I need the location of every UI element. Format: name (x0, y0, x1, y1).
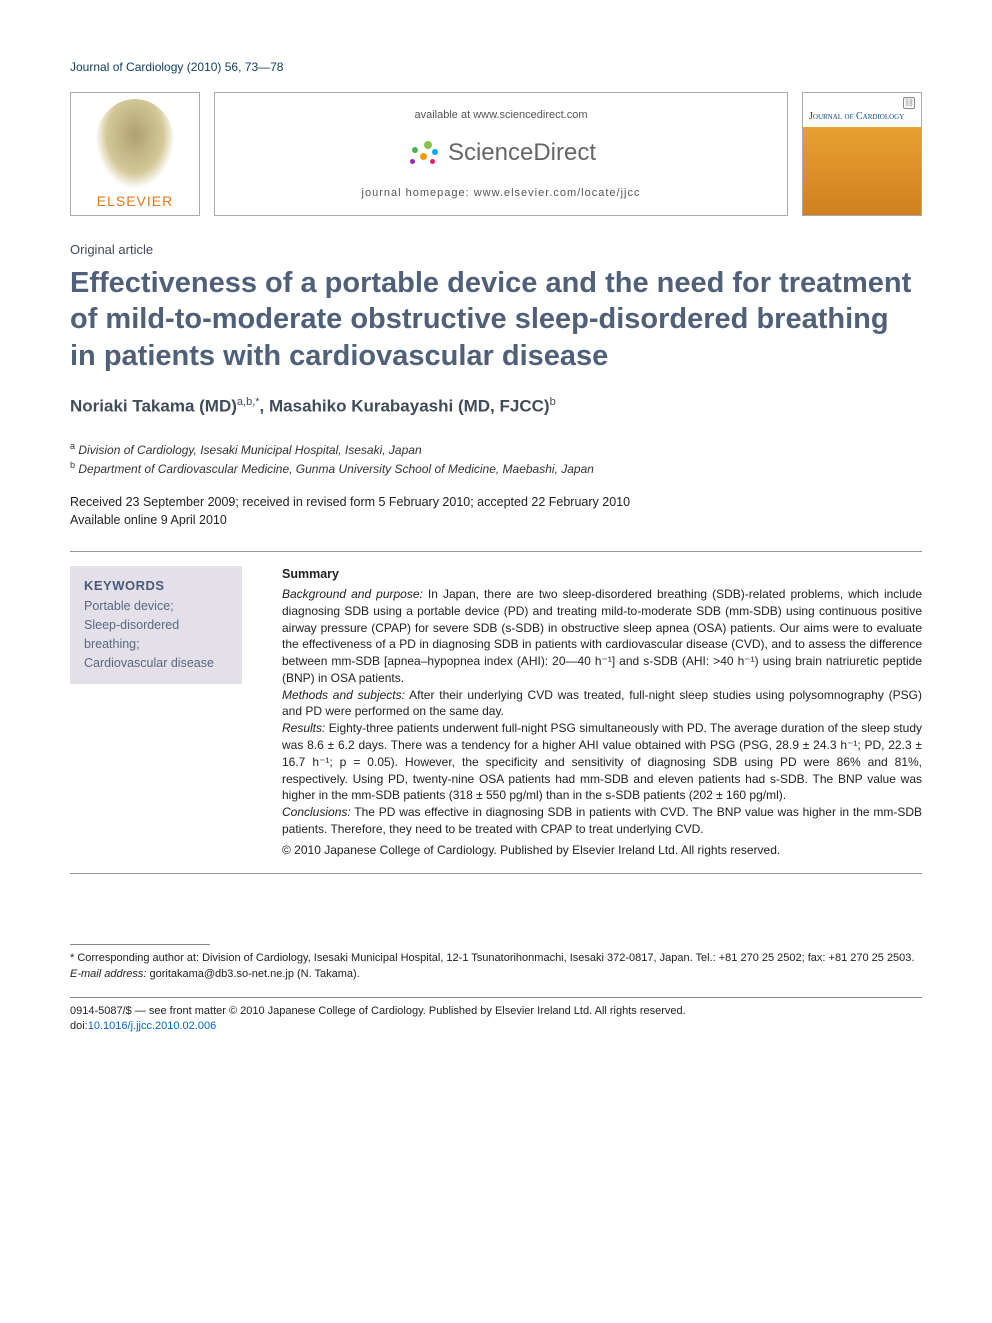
affiliations: a Division of Cardiology, Isesaki Munici… (70, 440, 922, 478)
available-at-line: available at www.sciencedirect.com (414, 109, 587, 121)
elsevier-logo-block: ELSEVIER (70, 92, 200, 216)
conclusions-text: The PD was effective in diagnosing SDB i… (282, 805, 922, 836)
affiliation-a: a Division of Cardiology, Isesaki Munici… (70, 440, 922, 459)
sciencedirect-block: available at www.sciencedirect.com Scien… (214, 92, 788, 216)
summary-heading: Summary (282, 566, 922, 584)
journal-cover-thumb: ⛓ Journal of Cardiology (802, 92, 922, 216)
summary-results: Results: Eighty-three patients underwent… (282, 720, 922, 804)
footnote-separator (70, 944, 210, 945)
cover-link-icon: ⛓ (903, 97, 915, 109)
methods-label: Methods and subjects: (282, 688, 405, 702)
affil-sup-a: a (70, 441, 75, 451)
summary-background: Background and purpose: In Japan, there … (282, 586, 922, 687)
summary-column: Summary Background and purpose: In Japan… (242, 566, 922, 858)
footer-separator (70, 997, 922, 998)
cover-title: Journal of Cardiology (809, 111, 915, 122)
issn-line: 0914-5087/$ — see front matter © 2010 Ja… (70, 1004, 922, 1019)
email-attrib: (N. Takama). (294, 968, 360, 980)
received-line: Received 23 September 2009; received in … (70, 494, 922, 512)
email-value: goritakama@db3.so-net.ne.jp (146, 968, 294, 980)
article-title: Effectiveness of a portable device and t… (70, 265, 922, 374)
author-1-name: Noriaki Takama (MD) (70, 396, 237, 415)
doi-line: doi:10.1016/j.jjcc.2010.02.006 (70, 1019, 922, 1034)
abstract-container: KEYWORDS Portable device; Sleep-disorder… (70, 551, 922, 873)
corresponding-author-note: * Corresponding author at: Division of C… (70, 951, 922, 967)
sciencedirect-text: ScienceDirect (448, 139, 596, 167)
available-online-line: Available online 9 April 2010 (70, 512, 922, 530)
corr-text: Corresponding author at: Division of Car… (74, 952, 914, 964)
footnotes: * Corresponding author at: Division of C… (70, 951, 922, 983)
keywords-box: KEYWORDS Portable device; Sleep-disorder… (70, 566, 242, 684)
article-type: Original article (70, 242, 922, 257)
conclusions-label: Conclusions: (282, 805, 351, 819)
author-1-affil-sup: a,b,* (237, 396, 260, 408)
summary-methods: Methods and subjects: After their underl… (282, 687, 922, 721)
affiliation-b: b Department of Cardiovascular Medicine,… (70, 459, 922, 478)
affil-text-a: Division of Cardiology, Isesaki Municipa… (78, 443, 421, 457)
affil-text-b: Department of Cardiovascular Medicine, G… (78, 462, 594, 476)
keywords-heading: KEYWORDS (84, 578, 228, 593)
footer-meta: 0914-5087/$ — see front matter © 2010 Ja… (70, 1004, 922, 1035)
elsevier-label: ELSEVIER (97, 193, 173, 209)
author-sep: , (260, 396, 269, 415)
email-line: E-mail address: goritakama@db3.so-net.ne… (70, 967, 922, 983)
doi-label: doi: (70, 1020, 88, 1032)
running-header: Journal of Cardiology (2010) 56, 73—78 (70, 60, 922, 74)
background-label: Background and purpose: (282, 587, 423, 601)
summary-conclusions: Conclusions: The PD was effective in dia… (282, 804, 922, 838)
author-2-name: Masahiko Kurabayashi (MD, FJCC) (269, 396, 550, 415)
sciencedirect-logo: ScienceDirect (406, 139, 596, 167)
author-2-affil-sup: b (550, 396, 556, 408)
results-label: Results: (282, 721, 325, 735)
elsevier-tree-icon (95, 99, 175, 189)
keywords-list: Portable device; Sleep-disordered breath… (84, 597, 228, 672)
article-dates: Received 23 September 2009; received in … (70, 494, 922, 529)
doi-value[interactable]: 10.1016/j.jjcc.2010.02.006 (88, 1020, 216, 1032)
affil-sup-b: b (70, 460, 75, 470)
authors-line: Noriaki Takama (MD)a,b,*, Masahiko Kurab… (70, 396, 922, 417)
journal-homepage-line: journal homepage: www.elsevier.com/locat… (362, 187, 641, 199)
sciencedirect-dots-icon (406, 139, 442, 167)
email-label: E-mail address: (70, 968, 146, 980)
background-text: In Japan, there are two sleep-disordered… (282, 587, 922, 685)
summary-copyright: © 2010 Japanese College of Cardiology. P… (282, 842, 922, 859)
journal-banner: ELSEVIER available at www.sciencedirect.… (70, 92, 922, 216)
results-text: Eighty-three patients underwent full-nig… (282, 721, 922, 802)
